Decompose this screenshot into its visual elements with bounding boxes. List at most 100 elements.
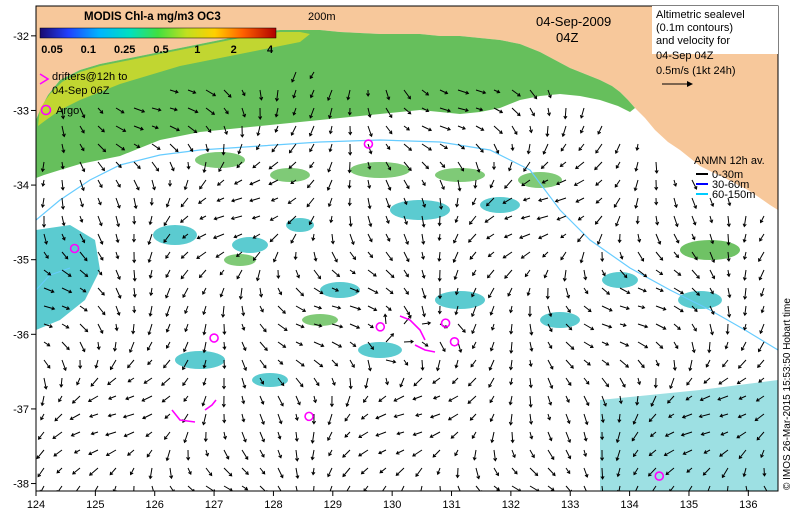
- velocity-arrow: [313, 287, 324, 295]
- velocity-arrow: [277, 431, 282, 440]
- velocity-arrow: [277, 467, 284, 479]
- x-tick-label: 126: [146, 499, 164, 511]
- velocity-arrow: [429, 431, 441, 438]
- velocity-arrow: [565, 377, 572, 386]
- velocity-arrow: [205, 143, 210, 153]
- velocity-arrow: [619, 377, 626, 388]
- velocity-arrow: [490, 431, 495, 444]
- velocity-arrow: [213, 215, 225, 221]
- colorbar: MODIS Chl-a mg/m3 OC3 0.05 0.1 0.25 0.5 1 2 4: [39, 11, 277, 56]
- velocity-arrow: [655, 305, 667, 311]
- velocity-arrow: [331, 359, 339, 367]
- velocity-arrow: [231, 197, 243, 203]
- velocity-arrow: [186, 449, 191, 461]
- velocity-arrow: [309, 161, 315, 169]
- velocity-arrow: [634, 161, 639, 172]
- velocity-arrow: [540, 161, 549, 170]
- velocity-arrow: [529, 431, 534, 440]
- velocity-arrow: [277, 377, 285, 387]
- velocity-arrow: [385, 233, 391, 242]
- velocity-arrow: [469, 251, 477, 260]
- velocity-arrow: [439, 89, 449, 95]
- velocity-arrow: [439, 143, 448, 149]
- velocity-arrow: [274, 125, 279, 133]
- velocity-arrow: [223, 89, 232, 98]
- velocity-arrow: [655, 359, 660, 367]
- velocity-arrow: [565, 395, 570, 403]
- velocity-arrow: [37, 431, 45, 440]
- anmn-legend: ANMN 12h av. 0-30m 30-60m 60-150m: [694, 155, 765, 201]
- velocity-arrow: [295, 377, 304, 388]
- velocity-arrow: [437, 233, 442, 242]
- velocity-arrow: [403, 215, 408, 226]
- velocity-arrow: [722, 359, 729, 368]
- x-tick-label: 130: [383, 499, 401, 511]
- velocity-arrow: [421, 89, 430, 96]
- velocity-arrow: [742, 251, 747, 260]
- velocity-arrow: [700, 431, 711, 436]
- velocity-arrow: [146, 341, 153, 351]
- velocity-arrow: [249, 179, 261, 186]
- velocity-arrow: [237, 143, 243, 155]
- velocity-arrow: [653, 377, 658, 389]
- credit-label: © IMOS 26-Mar-2015 15:53:50 Hobart time: [782, 298, 793, 490]
- velocity-arrow: [367, 341, 374, 351]
- velocity-arrow: [399, 377, 405, 388]
- velocity-arrow: [565, 287, 571, 299]
- velocity-arrow: [450, 431, 459, 439]
- velocity-arrow: [536, 215, 549, 221]
- velocity-arrow: [447, 413, 459, 421]
- velocity-arrow: [161, 377, 171, 386]
- velocity-arrow: [403, 269, 409, 278]
- velocity-arrow: [313, 377, 320, 387]
- velocity-arrow: [601, 377, 610, 388]
- velocity-arrow: [617, 233, 622, 244]
- velocity-arrow: [43, 269, 52, 276]
- velocity-arrow: [686, 377, 693, 386]
- velocity-arrow: [556, 215, 567, 221]
- velocity-arrow: [691, 233, 696, 241]
- velocity-arrow: [702, 467, 711, 476]
- velocity-arrow: [349, 341, 357, 347]
- velocity-arrow: [205, 107, 216, 115]
- velocity-arrow: [726, 251, 731, 262]
- velocity-arrow: [79, 179, 85, 192]
- velocity-arrow: [115, 143, 126, 151]
- velocity-arrow: [43, 287, 55, 294]
- velocity-arrow: [637, 377, 642, 386]
- sealevel-contour: [36, 139, 778, 351]
- velocity-arrow: [743, 323, 748, 331]
- velocity-arrow: [259, 467, 266, 475]
- velocity-arrow: [378, 449, 387, 455]
- velocity-arrow: [547, 467, 556, 477]
- velocity-arrow: [709, 233, 715, 245]
- anmn-entry-0: 0-30m: [712, 169, 743, 181]
- argo-float: [440, 318, 451, 328]
- velocity-arrow: [97, 179, 103, 189]
- velocity-arrow: [523, 161, 531, 172]
- velocity-arrow: [488, 377, 495, 388]
- velocity-arrow: [163, 359, 171, 369]
- velocity-arrow: [654, 179, 659, 191]
- velocity-arrow: [221, 305, 226, 318]
- velocity-arrow: [277, 359, 284, 365]
- velocity-arrow: [290, 125, 297, 136]
- velocity-arrow: [36, 449, 45, 460]
- velocity-arrow: [385, 215, 390, 224]
- velocity-arrow: [367, 179, 372, 190]
- velocity-arrow: [577, 215, 585, 221]
- velocity-arrow: [619, 359, 630, 368]
- velocity-arrow: [251, 215, 261, 220]
- velocity-arrow: [131, 233, 137, 243]
- velocity-arrow: [164, 413, 171, 419]
- velocity-arrow: [615, 431, 621, 444]
- velocity-arrow: [637, 269, 648, 278]
- velocity-arrow: [252, 251, 261, 261]
- velocity-arrow: [457, 323, 466, 333]
- velocity-arrows: [36, 71, 768, 491]
- velocity-arrow: [502, 197, 513, 204]
- velocity-arrow: [367, 107, 372, 119]
- velocity-arrow: [758, 251, 765, 263]
- velocity-arrow: [707, 485, 711, 491]
- argo-label: Argo: [56, 105, 79, 117]
